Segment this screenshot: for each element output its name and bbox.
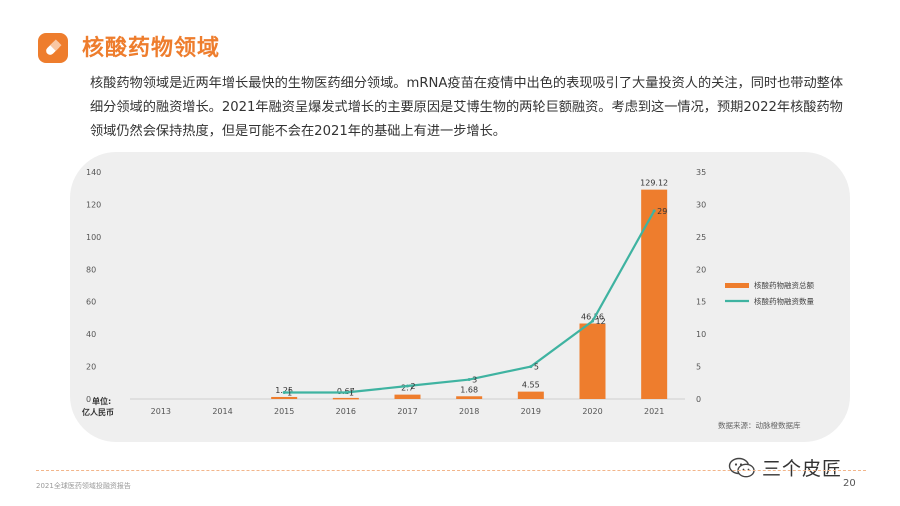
bar-data-label: 4.55 — [522, 381, 540, 390]
line-point — [282, 391, 286, 395]
watermark-text: 三个皮匠 — [762, 458, 843, 480]
bar-data-label: 1.25 — [275, 386, 293, 395]
y-right-tick-label: 0 — [696, 395, 701, 404]
line-point — [652, 209, 656, 213]
bar — [271, 396, 298, 399]
footer-report-name: 2021全球医药领域投融资报告 — [36, 482, 131, 490]
line-point — [467, 378, 471, 382]
watermark: 三个皮匠 — [728, 454, 842, 481]
page-title: 核酸药物领域 — [82, 36, 221, 61]
bar — [641, 189, 668, 399]
y-right-tick-label: 30 — [696, 200, 706, 209]
x-tick-label: 2018 — [459, 407, 479, 416]
bar-data-label: 2.7 — [401, 384, 414, 393]
wechat-icon — [728, 457, 755, 477]
line-data-label: 12 — [596, 317, 606, 326]
bar — [394, 394, 421, 399]
chart-panel: 0 20 40 60 80 100 120 140 0 5 10 15 20 25 30 35 单位: 亿人民币 2… — [70, 152, 850, 442]
bar-data-label: 1.68 — [460, 385, 478, 394]
line-data-label: 29 — [657, 207, 667, 216]
x-tick-label: 2021 — [644, 407, 664, 416]
x-tick-label: 2015 — [274, 407, 294, 416]
x-tick-label: 2014 — [212, 407, 232, 416]
line-data-label: 1 — [349, 389, 354, 398]
y-right-tick-label: 5 — [696, 363, 701, 372]
y-right-tick-label: 20 — [696, 265, 706, 274]
legend-bar-label: 核酸药物融资总额 — [754, 280, 814, 290]
y-left-tick-label: 140 — [86, 168, 101, 177]
line-point — [529, 365, 533, 369]
line-data-label: 2 — [411, 382, 416, 391]
bar — [579, 323, 606, 399]
legend-bar-swatch — [725, 283, 749, 288]
bar-data-label: 129.12 — [640, 179, 668, 188]
x-tick-label: 2013 — [151, 407, 171, 416]
line-point — [591, 319, 594, 323]
y-right-tick-label: 15 — [696, 298, 706, 307]
pill-icon — [38, 33, 68, 63]
bar — [517, 391, 544, 399]
y-left-tick-label: 20 — [86, 363, 96, 372]
y-left-tick-label: 100 — [86, 233, 101, 242]
y-right-tick-label: 10 — [696, 330, 706, 339]
y-right-tick-label: 25 — [696, 233, 706, 242]
unit-label: 单位: — [92, 396, 111, 406]
y-right-tick-label: 35 — [696, 168, 706, 177]
line-data-label: 1 — [287, 389, 292, 398]
x-tick-label: 2019 — [521, 407, 541, 416]
x-tick-label: 2016 — [336, 407, 356, 416]
bar-data-label: 46.56 — [581, 313, 604, 322]
x-tick-label: 2020 — [582, 407, 602, 416]
line-point — [344, 391, 348, 395]
y-left-tick-label: 80 — [86, 265, 96, 274]
bar — [332, 397, 359, 400]
bar — [456, 396, 483, 399]
line-point — [406, 384, 409, 388]
y-left-tick-label: 0 — [86, 395, 91, 404]
source-note: 数据来源：动脉橙数据库 — [718, 420, 801, 430]
y-left-tick-label: 60 — [86, 298, 96, 307]
legend-line-label: 核酸药物融资数量 — [754, 296, 814, 306]
line-data-label: 5 — [534, 363, 539, 372]
y-left-tick-label: 40 — [86, 330, 96, 339]
unit-label: 亿人民币 — [82, 407, 114, 417]
intro-paragraph: 核酸药物领域是近两年增长最快的生物医药细分领域。mRNA疫苗在疫情中出色的表现吸… — [90, 76, 844, 139]
line-data-label: 3 — [472, 376, 477, 385]
y-left-tick-label: 120 — [86, 200, 101, 209]
page-number: 20 — [843, 478, 856, 489]
footer-divider — [36, 470, 866, 471]
x-tick-label: 2017 — [397, 407, 417, 416]
